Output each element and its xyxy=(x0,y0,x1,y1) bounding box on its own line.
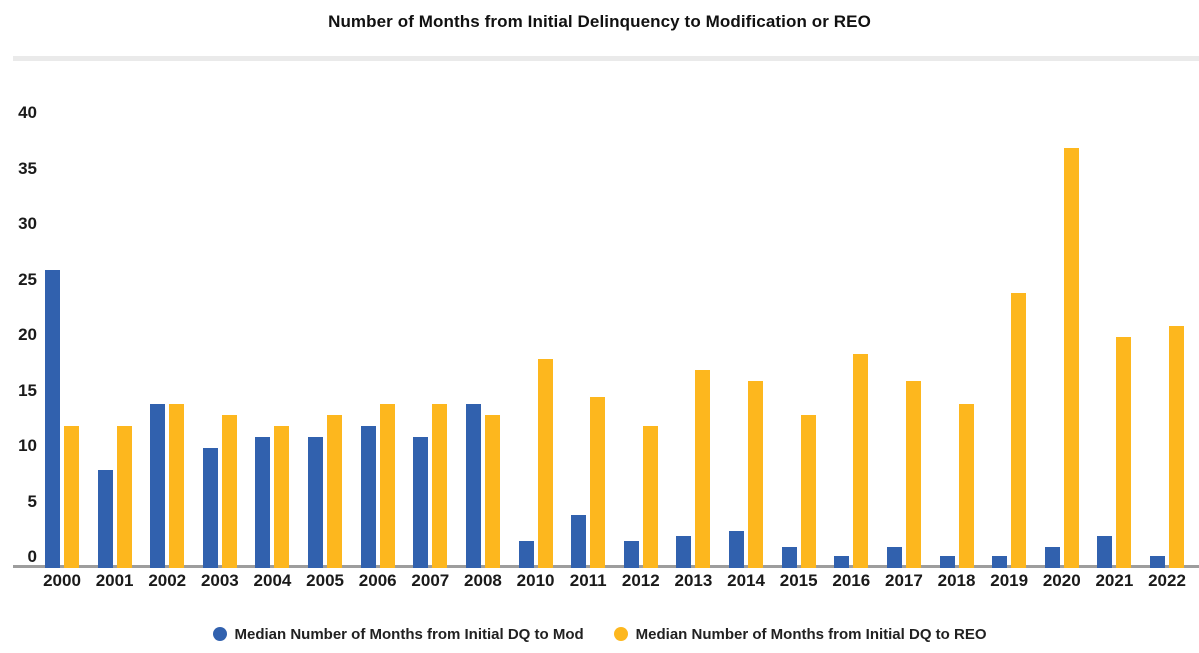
x-tick-label: 2019 xyxy=(990,571,1029,590)
bar-dq-to-reo[interactable] xyxy=(327,415,343,568)
bar-dq-to-reo[interactable] xyxy=(116,426,132,568)
bar-dq-to-mod[interactable] xyxy=(939,556,955,568)
bar-dq-to-mod[interactable] xyxy=(45,270,60,568)
x-tick-label: 2001 xyxy=(95,571,134,590)
x-tick-label: 2004 xyxy=(253,571,292,590)
bar-dq-to-mod[interactable] xyxy=(676,536,692,568)
bar-dq-to-reo[interactable] xyxy=(1116,337,1132,568)
x-tick-label: 2014 xyxy=(727,571,765,590)
legend-item-reo[interactable]: Median Number of Months from Initial DQ … xyxy=(613,625,987,643)
legend-dot-reo-icon xyxy=(613,627,628,641)
y-tick-label: 15 xyxy=(18,380,37,400)
bar-dq-to-mod[interactable] xyxy=(992,556,1008,568)
x-tick-label: 2013 xyxy=(674,571,713,590)
x-tick-label: 2011 xyxy=(569,571,607,590)
legend: Median Number of Months from Initial DQ … xyxy=(0,623,1199,645)
y-tick-label: 35 xyxy=(18,158,37,178)
bar-dq-to-reo[interactable] xyxy=(221,415,237,568)
x-tick-label: 2005 xyxy=(306,571,344,590)
y-tick-label: 5 xyxy=(27,491,37,511)
x-axis-line xyxy=(13,565,1199,568)
bar-dq-to-reo[interactable] xyxy=(1063,148,1079,568)
x-tick-label: 2018 xyxy=(937,571,976,590)
x-tick-label: 2022 xyxy=(1148,571,1186,590)
x-tick-label: 2021 xyxy=(1095,571,1134,590)
bar-dq-to-reo[interactable] xyxy=(748,381,764,568)
bar-dq-to-mod[interactable] xyxy=(413,437,429,568)
bar-dq-to-reo[interactable] xyxy=(64,426,79,568)
x-tick-label: 2020 xyxy=(1042,571,1081,590)
bar-dq-to-reo[interactable] xyxy=(379,404,395,568)
bar-dq-to-mod[interactable] xyxy=(518,541,534,568)
bar-dq-to-reo[interactable] xyxy=(853,354,869,568)
bar-dq-to-reo[interactable] xyxy=(695,370,711,568)
bar-dq-to-mod[interactable] xyxy=(97,470,113,568)
x-tick-label: 2006 xyxy=(358,571,397,590)
x-tick-label: 2003 xyxy=(200,571,239,590)
x-tick-label: 2002 xyxy=(148,571,187,590)
legend-label: Median Number of Months from Initial DQ … xyxy=(635,625,987,643)
legend-label: Median Number of Months from Initial DQ … xyxy=(234,625,584,643)
x-tick-label: 2007 xyxy=(411,571,450,590)
bar-dq-to-reo[interactable] xyxy=(590,397,606,568)
bar-dq-to-reo[interactable] xyxy=(905,381,921,568)
x-tick-label: 2016 xyxy=(832,571,871,590)
bar-dq-to-reo[interactable] xyxy=(800,415,816,568)
bar-dq-to-reo[interactable] xyxy=(432,404,448,568)
bar-dq-to-reo[interactable] xyxy=(484,415,500,568)
bar-dq-to-reo[interactable] xyxy=(1169,326,1185,568)
bar-dq-to-mod[interactable] xyxy=(1044,547,1060,568)
legend-item-mod[interactable]: Median Number of Months from Initial DQ … xyxy=(212,625,584,643)
title-divider xyxy=(13,56,1199,61)
y-tick-label: 10 xyxy=(18,436,37,455)
bar-dq-to-reo[interactable] xyxy=(274,426,290,568)
x-tick-label: 2010 xyxy=(516,571,555,590)
x-tick-label: 2000 xyxy=(43,571,81,590)
bar-dq-to-reo[interactable] xyxy=(958,404,974,568)
y-tick-label: 40 xyxy=(18,103,37,122)
bar-dq-to-mod[interactable] xyxy=(571,515,587,568)
y-tick-label: 20 xyxy=(18,325,37,344)
bar-dq-to-mod[interactable] xyxy=(465,404,481,568)
bar-dq-to-mod[interactable] xyxy=(202,448,218,568)
bar-dq-to-mod[interactable] xyxy=(360,426,376,568)
bar-dq-to-mod[interactable] xyxy=(781,547,797,568)
bar-dq-to-mod[interactable] xyxy=(623,541,639,568)
y-tick-label: 0 xyxy=(27,547,37,566)
bar-dq-to-reo[interactable] xyxy=(169,404,185,568)
x-tick-label: 2008 xyxy=(464,571,502,590)
bar-dq-to-mod[interactable] xyxy=(886,547,902,568)
x-tick-label: 2017 xyxy=(884,571,923,590)
bar-dq-to-mod[interactable] xyxy=(255,437,271,568)
bar-dq-to-mod[interactable] xyxy=(308,437,324,568)
x-tick-label: 2015 xyxy=(779,571,818,590)
bar-dq-to-mod[interactable] xyxy=(150,404,166,568)
legend-dot-mod-icon xyxy=(212,627,227,641)
x-tick-label: 2012 xyxy=(621,571,660,590)
bar-dq-to-mod[interactable] xyxy=(729,531,745,568)
bar-dq-to-mod[interactable] xyxy=(834,556,850,568)
y-tick-label: 30 xyxy=(18,214,37,233)
bar-dq-to-mod[interactable] xyxy=(1097,536,1113,568)
bar-dq-to-mod[interactable] xyxy=(1150,556,1166,568)
bar-dq-to-reo[interactable] xyxy=(537,359,553,568)
y-tick-label: 25 xyxy=(18,269,37,289)
chart-title: Number of Months from Initial Delinquenc… xyxy=(328,12,871,31)
bar-dq-to-reo[interactable] xyxy=(1011,293,1027,568)
bar-dq-to-reo[interactable] xyxy=(642,426,658,568)
